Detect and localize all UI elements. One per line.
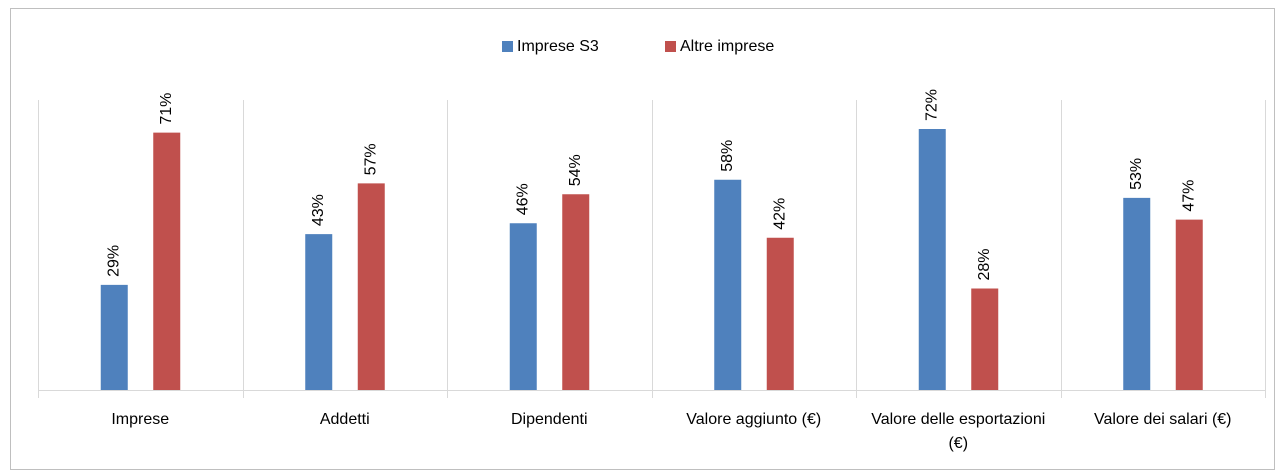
value-label: 58% xyxy=(719,140,736,172)
x-tick-label: Dipendenti xyxy=(511,411,588,428)
legend-swatch xyxy=(665,41,676,52)
value-label: 71% xyxy=(158,93,175,125)
bar xyxy=(714,179,742,390)
x-tick-label: Valore dei salari (€) xyxy=(1093,411,1232,428)
legend-swatch xyxy=(502,41,513,52)
value-label: 57% xyxy=(362,143,379,175)
value-label: 42% xyxy=(771,198,788,230)
value-label: 43% xyxy=(310,194,327,226)
bar xyxy=(153,132,181,390)
x-tick-label: Addetti xyxy=(319,411,370,428)
x-tick-label: Valore aggiunto (€) xyxy=(686,411,822,428)
value-label: 29% xyxy=(105,245,122,277)
bar xyxy=(305,234,333,390)
value-label: 53% xyxy=(1128,158,1145,190)
legend-label: Altre imprese xyxy=(680,38,774,55)
bar xyxy=(357,183,385,390)
value-label: 46% xyxy=(514,183,531,215)
bar xyxy=(918,129,946,390)
x-tick-label: Valore delle esportazioni (€) xyxy=(871,411,1046,452)
bar xyxy=(971,288,999,390)
bar xyxy=(766,237,794,390)
value-label: 28% xyxy=(976,248,993,280)
x-tick-label: Imprese xyxy=(111,411,170,428)
bar xyxy=(100,284,128,390)
legend-label: Imprese S3 xyxy=(517,38,599,55)
bar xyxy=(1175,219,1203,390)
value-label: 54% xyxy=(567,154,584,186)
value-label: 72% xyxy=(923,89,940,121)
bar xyxy=(562,194,590,390)
value-label: 47% xyxy=(1180,180,1197,212)
bar xyxy=(1123,197,1151,390)
chart-border xyxy=(10,8,1275,470)
bar xyxy=(509,223,537,390)
